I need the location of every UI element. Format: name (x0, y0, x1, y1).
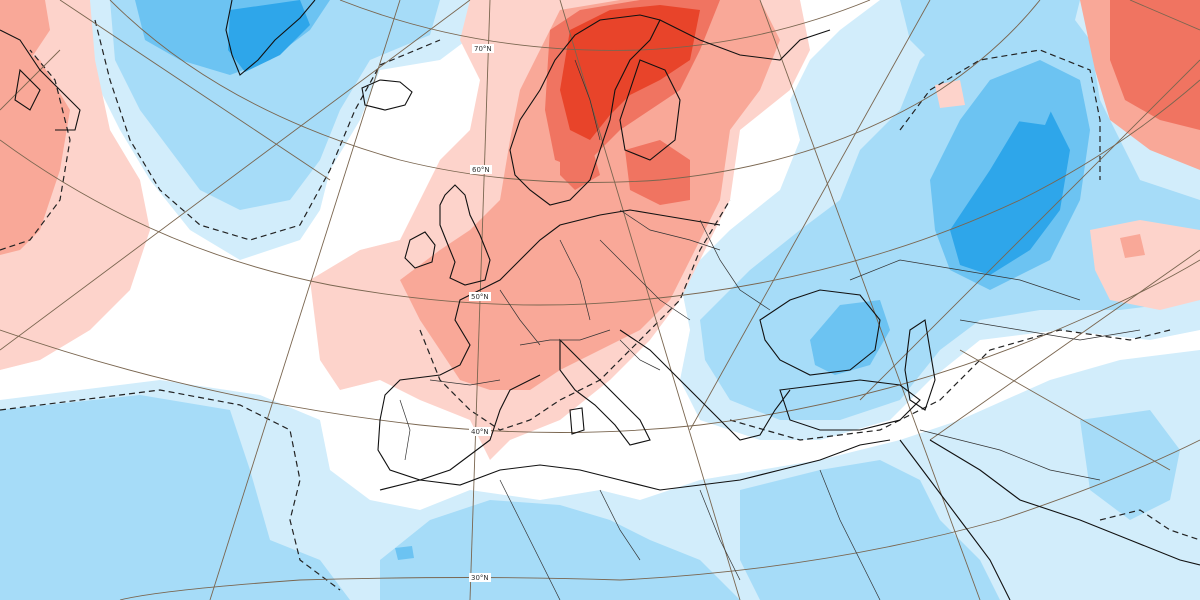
coastline-europe-north (479, 209, 721, 291)
svg-text:70°N: 70°N (474, 45, 492, 53)
svg-text:60°N: 60°N (472, 166, 490, 174)
positive-anomaly-layer (0, 0, 1200, 460)
border-africa-4 (819, 469, 881, 600)
coastline-italy (559, 338, 651, 446)
contour-africa (1099, 509, 1200, 541)
border-poland-ukraine (599, 239, 691, 321)
coastline-finland (619, 59, 681, 161)
anomaly-region-black-sea-strong (810, 300, 890, 375)
coastline-north-africa (379, 439, 891, 491)
anomaly-region-baltic-strong (560, 140, 600, 190)
coastline-great-britain (439, 184, 491, 286)
anomaly-region-greenland-extreme (228, 0, 310, 72)
border-spain-portugal (399, 399, 411, 461)
anomaly-region-west-atlantic-mid (0, 40, 70, 255)
border-africa-2 (599, 489, 641, 561)
anomaly-region-east-siberia-strong (1110, 0, 1200, 130)
svg-text:40°N: 40°N (471, 428, 489, 436)
contour-europe (419, 199, 731, 431)
contour-east (729, 329, 1171, 441)
anomaly-region-africa-spot (395, 546, 414, 560)
meridian-line-1 (0, 0, 471, 351)
meridian-line-9 (859, 59, 1200, 401)
latitude-line-40 (0, 259, 1200, 433)
border-alps (519, 329, 611, 346)
border-germany-poland (559, 239, 591, 321)
coastline-balkans (619, 329, 791, 441)
political-borders (399, 59, 1141, 600)
border-france-germany (499, 289, 541, 346)
border-russia-kaz (849, 259, 1081, 301)
coastline-iceland (361, 79, 413, 111)
meridian-line-7 (759, 0, 981, 600)
meridian-line-12 (959, 349, 1171, 471)
latitude-labels: 70°N 60°N 50°N 40°N 30°N (469, 44, 494, 582)
coastline-turkey (779, 379, 921, 431)
coastline-arabia (929, 439, 1200, 566)
latitude-line-60 (109, 0, 1041, 183)
coastline-black-sea (759, 289, 881, 376)
meridian-line-11 (1129, 0, 1200, 31)
coastline-greenland (225, 0, 316, 76)
coastline-france-iberia (377, 289, 541, 481)
border-africa-1 (499, 479, 561, 600)
anomaly-region-caspian-spot (935, 80, 965, 108)
svg-text:30°N: 30°N (471, 574, 489, 582)
svg-text:50°N: 50°N (471, 293, 489, 301)
meridian-line-10 (929, 249, 1200, 441)
coastline-ireland (404, 231, 436, 269)
lat-label-40: 40°N (469, 427, 491, 436)
coastline-caspian (904, 319, 936, 411)
contour-west (0, 49, 71, 251)
border-central-asia (959, 319, 1141, 341)
border-ukraine-russia (699, 219, 771, 311)
meridian-line-3 (59, 0, 331, 181)
lat-label-60: 60°N (470, 165, 492, 174)
latitude-line-50 (0, 79, 1200, 306)
anomaly-region-russia-extreme (950, 110, 1070, 275)
border-spain-france (429, 379, 501, 386)
latitude-line-30 (119, 439, 1200, 600)
border-scandinavia (574, 59, 601, 141)
coastline-red-sea (899, 439, 1011, 600)
lat-label-30: 30°N (469, 573, 491, 582)
anomaly-region-arctic-mid (900, 0, 1080, 70)
coastline-labrador (14, 68, 41, 111)
anomaly-region-northwest-corner (0, 0, 50, 70)
border-balkans-1 (619, 339, 661, 371)
border-baltic (619, 209, 721, 251)
contour-russia (899, 49, 1101, 180)
meridian-line-4 (209, 0, 401, 600)
meridian-line-8 (689, 0, 931, 431)
coastline-canada (0, 29, 81, 131)
lat-label-70: 70°N (472, 44, 494, 53)
anomaly-region-europe-mid (400, 0, 780, 390)
border-middle-east (919, 429, 1101, 481)
lat-label-50: 50°N (469, 292, 491, 301)
border-africa-3 (699, 489, 741, 581)
anomaly-region-asia-light (1090, 220, 1200, 310)
anomaly-region-arabia-mid (1080, 410, 1180, 520)
coastline-arctic-russia (659, 19, 831, 61)
anomaly-region-atlantic-mid (0, 395, 350, 600)
anomaly-region-scandinavia-extreme (560, 5, 700, 140)
coastline-sardinia (569, 407, 585, 435)
anomaly-region-asia-spot (1120, 234, 1145, 258)
coastline-scandinavia (509, 14, 661, 206)
anomaly-region-kazakh-strong (1000, 70, 1060, 125)
anomaly-region-africa-mid-east (740, 460, 1000, 600)
